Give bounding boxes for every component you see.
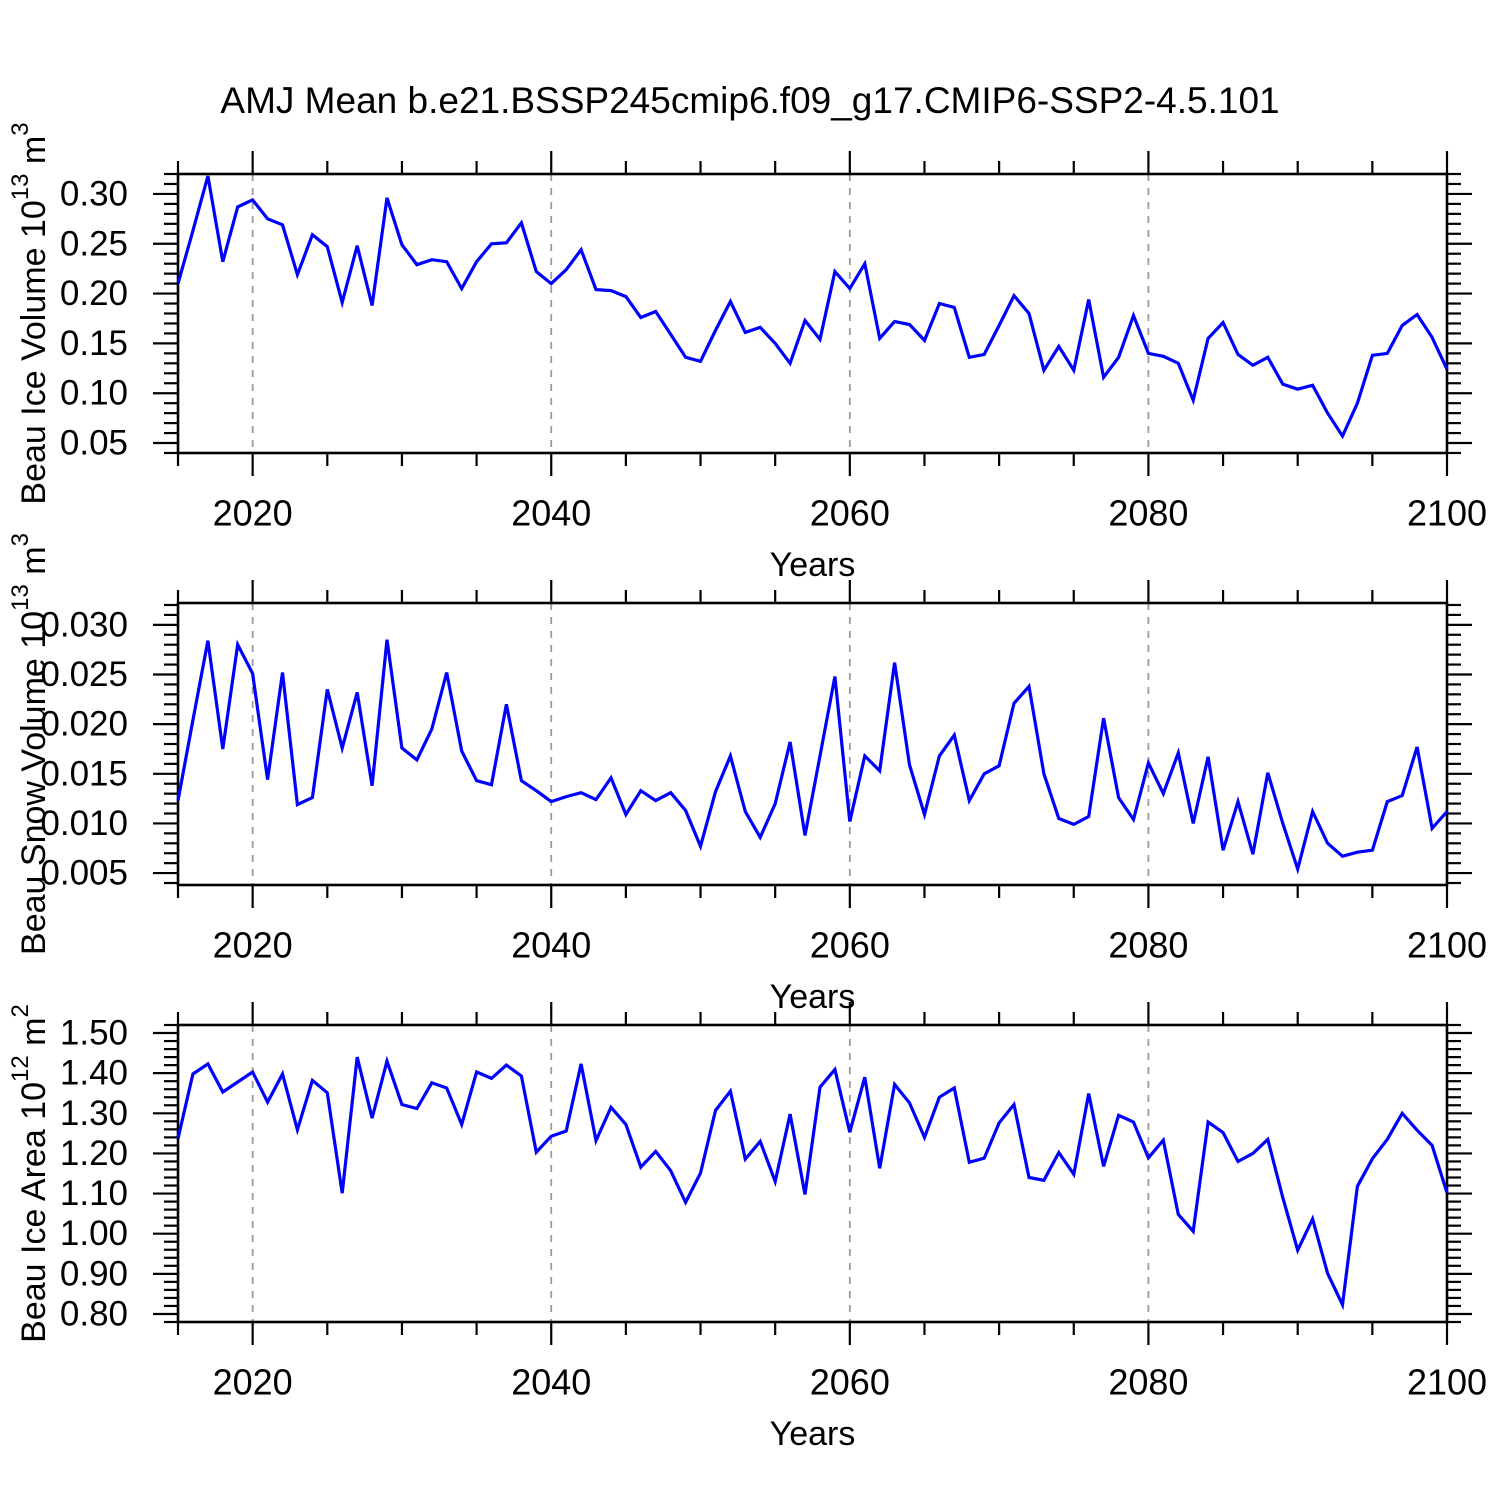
gridlines: [251, 603, 1150, 885]
x-tick-labels: 2020 2040 2060 2080 2100: [213, 493, 1487, 534]
x-tick-labels: 2020 2040 2060 2080 2100: [213, 1362, 1487, 1403]
y-tick-label: 1.00: [60, 1214, 128, 1253]
x-tick-label: 2100: [1407, 925, 1487, 966]
y-tick-label: 0.005: [40, 854, 128, 893]
x-axis-title: Years: [770, 978, 856, 1016]
x-tick-label: 2080: [1108, 1362, 1188, 1403]
y-tick-label: 1.50: [60, 1014, 128, 1053]
x-tick-label: 2040: [511, 493, 591, 534]
y-tick-label: 0.30: [60, 174, 128, 213]
y-tick-label: 0.030: [40, 605, 128, 644]
y-tick-label: 1.10: [60, 1174, 128, 1213]
axis-ticks: [153, 1002, 1472, 1345]
y-tick-label: 1.30: [60, 1094, 128, 1133]
plot-frame: [176, 1023, 1449, 1324]
x-tick-label: 2020: [213, 493, 293, 534]
y-tick-label: 0.020: [40, 705, 128, 744]
y-tick-labels: 0.005 0.010 0.015 0.020 0.025 0.030: [40, 605, 128, 892]
y-tick-label: 0.15: [60, 324, 128, 363]
x-tick-label: 2040: [511, 925, 591, 966]
axis-ticks: [153, 580, 1472, 908]
x-tick-labels: 2020 2040 2060 2080 2100: [213, 925, 1487, 966]
plot-frame: [176, 601, 1449, 887]
x-tick-label: 2020: [213, 1362, 293, 1403]
gridlines: [251, 174, 1150, 453]
x-axis-title: Years: [770, 1415, 856, 1453]
panel-beau-ice-area: 0.800.901.001.101.201.301.401.50 2020 2040…: [7, 1002, 1487, 1453]
x-tick-label: 2100: [1407, 493, 1487, 534]
beau-snow-volume-line: [176, 639, 1449, 875]
y-tick-label: 0.20: [60, 274, 128, 313]
x-tick-label: 2080: [1108, 925, 1188, 966]
axis-ticks: [153, 151, 1472, 476]
y-tick-label: 0.10: [60, 374, 128, 413]
y-axis-title: Beau Snow Volume 1013 m3: [7, 533, 54, 955]
beau-ice-area-line: [176, 1055, 1449, 1311]
x-tick-label: 2080: [1108, 493, 1188, 534]
plot-frame: [176, 172, 1449, 455]
y-tick-label: 1.20: [60, 1134, 128, 1173]
x-tick-label: 2060: [810, 493, 890, 534]
figure-title: AMJ Mean b.e21.BSSP245cmip6.f09_g17.CMIP…: [220, 80, 1280, 121]
x-tick-label: 2060: [810, 1362, 890, 1403]
y-axis-title: Beau Ice Area 1012 m2: [7, 1004, 54, 1343]
y-tick-label: 0.05: [60, 424, 128, 463]
y-tick-label: 0.025: [40, 655, 128, 694]
x-tick-label: 2100: [1407, 1362, 1487, 1403]
y-axis-title: Beau Ice Volume 1013 m3: [7, 122, 54, 504]
y-tick-label: 0.90: [60, 1254, 128, 1293]
y-tick-labels: 0.800.901.001.101.201.301.401.50: [60, 1014, 128, 1334]
x-tick-label: 2020: [213, 925, 293, 966]
y-tick-labels: 0.05 0.10 0.15 0.20 0.25 0.30: [60, 174, 128, 462]
y-tick-label: 1.40: [60, 1054, 128, 1093]
y-tick-label: 0.010: [40, 804, 128, 843]
y-tick-label: 0.80: [60, 1294, 128, 1333]
y-tick-label: 0.25: [60, 224, 128, 263]
panel-beau-ice-volume: 0.05 0.10 0.15 0.20 0.25 0.30 2020 2040 2060 2080…: [7, 122, 1488, 584]
y-tick-label: 0.015: [40, 754, 128, 793]
x-axis-title: Years: [770, 546, 856, 584]
x-tick-label: 2040: [511, 1362, 591, 1403]
x-tick-label: 2060: [810, 925, 890, 966]
beau-ice-volume-line: [176, 175, 1449, 440]
